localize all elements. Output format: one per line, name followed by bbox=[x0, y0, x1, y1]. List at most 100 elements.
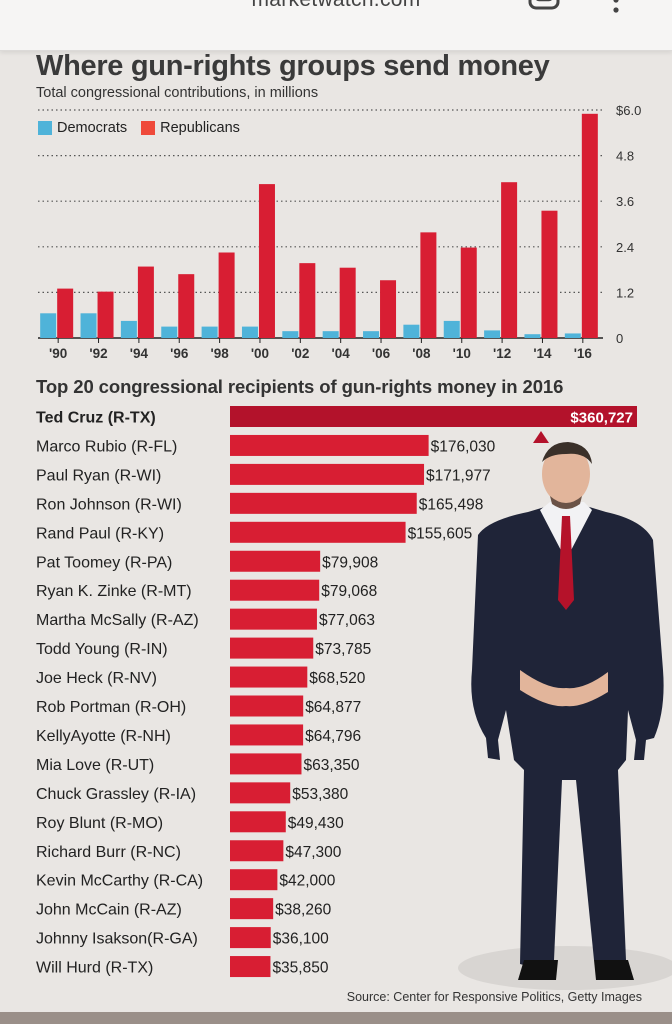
recipient-value-label: $53,380 bbox=[292, 786, 348, 803]
y-tick-label: $6.0 bbox=[616, 103, 641, 118]
x-tick-label: '14 bbox=[533, 346, 552, 361]
bar-democrats bbox=[80, 313, 97, 338]
bar-democrats bbox=[201, 326, 218, 338]
x-tick-label: '08 bbox=[412, 346, 431, 361]
recipient-bar bbox=[230, 724, 304, 746]
recipient-value-label: $42,000 bbox=[279, 873, 335, 890]
pointer-triangle bbox=[533, 431, 549, 443]
y-tick-label: 2.4 bbox=[616, 240, 634, 255]
recipient-value-label: $176,030 bbox=[431, 438, 496, 455]
contributions-chart: $6.0 4.8 3.6 2.4 1.2 0 '90 '92 '94 '96 '98 '00 '02 '0… bbox=[38, 103, 641, 361]
legend-swatch-republicans bbox=[141, 121, 156, 135]
bar-democrats bbox=[282, 331, 299, 338]
tabs-icon[interactable] bbox=[526, 0, 566, 16]
x-tick-label: '98 bbox=[210, 346, 229, 361]
recipient-bar bbox=[230, 637, 314, 659]
recipient-value-label: $63,350 bbox=[303, 757, 359, 774]
bar-republicans bbox=[581, 113, 598, 338]
chart-title: Where gun-rights groups send money bbox=[36, 50, 550, 82]
bar-democrats bbox=[443, 320, 460, 338]
recipient-name: Ted Cruz (R-TX) bbox=[36, 410, 156, 427]
recipient-bar bbox=[230, 666, 308, 688]
x-tick-label: '00 bbox=[251, 346, 269, 361]
chart-subtitle: Total congressional contributions, in mi… bbox=[36, 85, 319, 101]
bar-democrats bbox=[241, 326, 258, 338]
recipient-bar bbox=[230, 840, 284, 862]
recipient-bar bbox=[230, 492, 417, 514]
y-tick-label: 1.2 bbox=[616, 285, 634, 300]
recipient-name: Ryan K. Zinke (R-MT) bbox=[36, 583, 192, 600]
browser-top-bar: marketwatch.com bbox=[0, 0, 672, 51]
recipient-name: Martha McSally (R-AZ) bbox=[36, 612, 199, 629]
recipient-value-label: $79,068 bbox=[321, 583, 377, 600]
bar-democrats bbox=[564, 333, 581, 338]
bar-democrats bbox=[484, 330, 501, 338]
recipient-name: Richard Burr (R-NC) bbox=[36, 844, 181, 861]
bar-republicans bbox=[137, 266, 154, 338]
bar-republicans bbox=[218, 252, 235, 338]
recipient-bar bbox=[230, 869, 278, 891]
recipient-name: Rand Paul (R-KY) bbox=[36, 525, 164, 542]
bar-democrats bbox=[322, 331, 339, 338]
recipient-name: Chuck Grassley (R-IA) bbox=[36, 786, 196, 803]
recipient-name: Todd Young (R-IN) bbox=[36, 641, 168, 658]
y-tick-label: 0 bbox=[616, 331, 623, 346]
legend-republicans: Republicans bbox=[141, 120, 240, 136]
x-tick-label: '02 bbox=[291, 346, 309, 361]
bar-republicans bbox=[57, 288, 74, 338]
y-tick-label: 3.6 bbox=[616, 194, 634, 209]
bar-democrats bbox=[524, 334, 541, 338]
recipient-value-label: $155,605 bbox=[408, 525, 473, 542]
recipient-name: Paul Ryan (R-WI) bbox=[36, 467, 161, 484]
recipient-bar bbox=[230, 550, 321, 572]
bar-republicans bbox=[258, 184, 275, 338]
bar-republicans bbox=[541, 210, 558, 338]
bar-democrats bbox=[40, 313, 57, 338]
legend-label-republicans: Republicans bbox=[160, 120, 240, 136]
more-vert-icon[interactable] bbox=[606, 0, 626, 20]
recipient-name: Rob Portman (R-OH) bbox=[36, 699, 186, 716]
legend: Democrats Republicans bbox=[38, 120, 254, 136]
recipient-bar bbox=[230, 811, 286, 833]
recipient-value-label: $73,785 bbox=[315, 641, 371, 658]
recipient-value-label: $64,877 bbox=[305, 699, 361, 716]
recipient-name: Pat Toomey (R-PA) bbox=[36, 554, 172, 571]
ted-cruz-photo bbox=[458, 442, 672, 990]
recipient-name: Marco Rubio (R-FL) bbox=[36, 438, 177, 455]
recipients-chart: Ted Cruz (R-TX) $360,727 Marco Rubio (R-FL… bbox=[36, 406, 637, 978]
recipient-name: Roy Blunt (R-MO) bbox=[36, 815, 163, 832]
recipient-value-label: $35,850 bbox=[272, 960, 328, 977]
recipient-bar bbox=[230, 608, 317, 630]
recipient-bar bbox=[230, 898, 274, 920]
recipient-bar bbox=[230, 521, 406, 543]
bar-republicans bbox=[97, 291, 114, 338]
x-tick-label: '04 bbox=[332, 346, 351, 361]
recipient-bar bbox=[230, 463, 425, 485]
recipient-value-label: $79,908 bbox=[322, 554, 378, 571]
url-text[interactable]: marketwatch.com bbox=[0, 0, 672, 12]
bar-democrats bbox=[363, 331, 380, 338]
bottom-strip bbox=[0, 1012, 672, 1024]
recipient-name: Johnny Isakson(R-GA) bbox=[36, 931, 198, 948]
recipient-value-label: $38,260 bbox=[275, 902, 331, 919]
bar-democrats bbox=[403, 324, 420, 338]
x-tick-label: '06 bbox=[372, 346, 391, 361]
bar-democrats bbox=[120, 320, 137, 338]
recipient-bar bbox=[230, 434, 429, 456]
recipient-value-label: $171,977 bbox=[426, 467, 491, 484]
legend-label-democrats: Democrats bbox=[57, 120, 128, 136]
recipient-name: Will Hurd (R-TX) bbox=[36, 960, 153, 977]
recipient-value-label: $49,430 bbox=[288, 815, 344, 832]
recipient-bar bbox=[230, 927, 271, 949]
recipient-value-label: $47,300 bbox=[285, 844, 341, 861]
bar-republicans bbox=[299, 263, 316, 338]
recipient-bar bbox=[230, 782, 291, 804]
bar-republicans bbox=[339, 267, 356, 338]
source-credit: Source: Center for Responsive Politics, … bbox=[346, 990, 642, 1004]
recipient-name: Mia Love (R-UT) bbox=[36, 757, 154, 774]
recipient-bar bbox=[230, 406, 637, 427]
x-tick-label: '92 bbox=[89, 346, 107, 361]
bar-republicans bbox=[380, 280, 397, 338]
y-tick-label: 4.8 bbox=[616, 149, 634, 164]
recipient-bar bbox=[230, 753, 302, 775]
